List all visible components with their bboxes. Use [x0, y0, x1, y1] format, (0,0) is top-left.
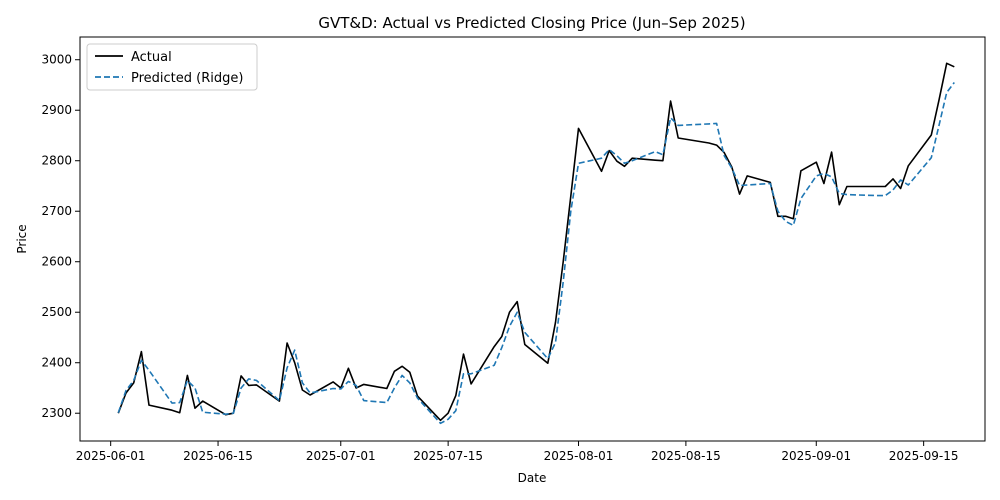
- legend-box: [86, 43, 258, 91]
- y-tick-label: 3000: [41, 53, 72, 67]
- y-axis-label: Price: [15, 224, 29, 253]
- axes-frame: [79, 36, 986, 442]
- x-tick-label: 2025-09-15: [889, 449, 959, 463]
- y-tick-label: 2300: [41, 406, 72, 420]
- series-line-actual: [117, 62, 955, 422]
- y-tick-label: 2400: [41, 356, 72, 370]
- y-tick-label: 2700: [41, 204, 72, 218]
- x-tick-label: 2025-07-01: [306, 449, 376, 463]
- x-tick-label: 2025-09-01: [781, 449, 851, 463]
- x-axis: 2025-06-01 2025-06-15 2025-07-01 2025-07-15…: [76, 441, 959, 463]
- series-line-predicted: [117, 82, 955, 425]
- legend-label-actual: Actual: [131, 50, 172, 65]
- y-axis: 2300 2400 2500 2600 2700 2800 2900 3000: [41, 53, 80, 420]
- x-tick-label: 2025-07-15: [413, 449, 483, 463]
- x-tick-label: 2025-06-15: [183, 449, 253, 463]
- legend-label-predicted: Predicted (Ridge): [131, 71, 243, 86]
- y-tick-label: 2900: [41, 103, 72, 117]
- x-tick-label: 2025-08-01: [544, 449, 614, 463]
- chart-title: GVT&D: Actual vs Predicted Closing Price…: [318, 14, 745, 32]
- legend: Actual Predicted (Ridge): [86, 43, 258, 91]
- y-tick-label: 2500: [41, 305, 72, 319]
- y-tick-label: 2600: [41, 255, 72, 269]
- y-tick-label: 2800: [41, 154, 72, 168]
- plot-area: [117, 62, 955, 425]
- x-tick-label: 2025-06-01: [76, 449, 146, 463]
- x-tick-label: 2025-08-15: [651, 449, 721, 463]
- x-axis-label: Date: [518, 471, 547, 485]
